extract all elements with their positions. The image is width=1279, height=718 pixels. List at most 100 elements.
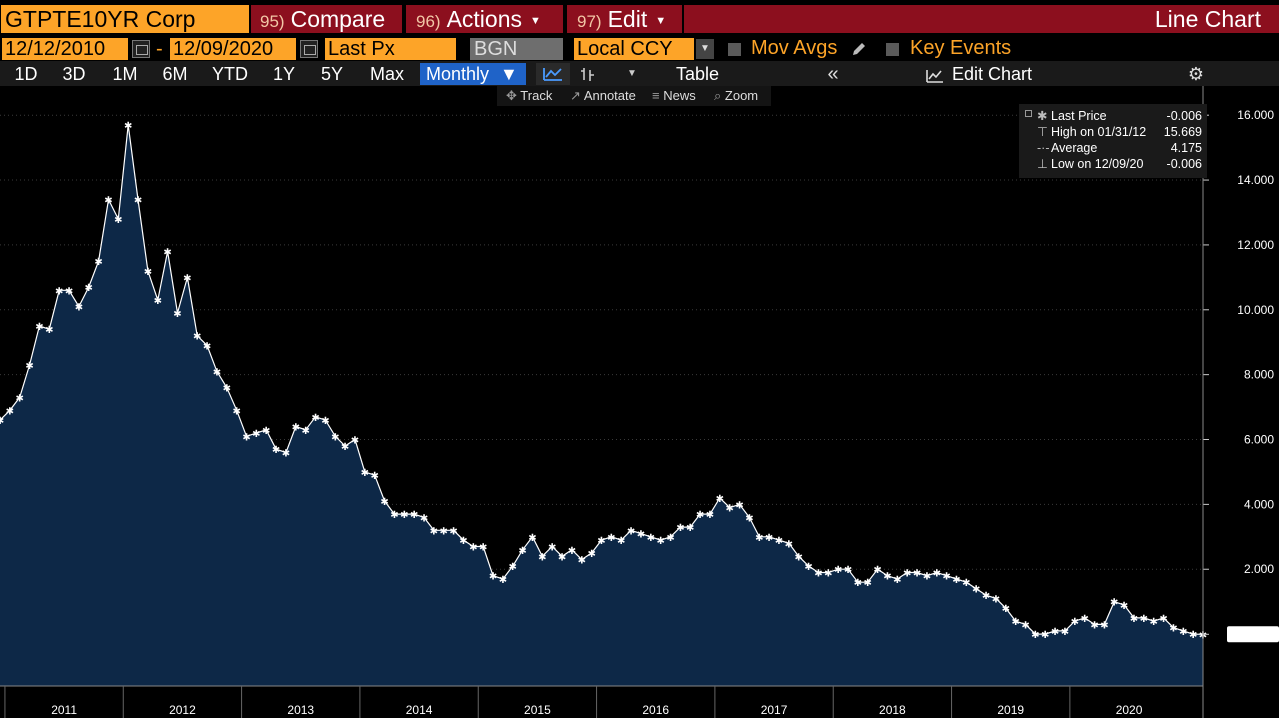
controls-bar: 12/12/2010 - 12/09/2020 Last Px BGN Loca…: [0, 36, 1279, 61]
frequency-caret-icon: ▼: [500, 64, 518, 84]
annotate-tool[interactable]: ↗ Annotate: [570, 86, 636, 106]
price-line: [0, 124, 1204, 635]
data-point-marker: ✱: [55, 286, 63, 297]
currency-select[interactable]: Local CCY: [574, 38, 694, 60]
data-point-marker: ✱: [272, 445, 280, 456]
legend-average-label: Average: [1051, 141, 1098, 155]
data-point-marker: ✱: [804, 562, 812, 573]
data-point-marker: ✱: [686, 523, 694, 534]
legend-low-value: -0.006: [1166, 157, 1202, 171]
key-events-label[interactable]: Key Events: [910, 37, 1012, 59]
legend-low: ⊥ Low on 12/09/20 -0.006: [1019, 156, 1207, 172]
data-point-marker: ✱: [1041, 630, 1049, 641]
data-point-marker: ✱: [459, 536, 467, 547]
legend-last-price-label: Last Price: [1051, 109, 1107, 123]
data-point-marker: ✱: [242, 432, 250, 443]
data-point-marker: ✱: [420, 513, 428, 524]
end-calendar-icon[interactable]: [300, 40, 318, 58]
chart-type-dropdown-icon[interactable]: ▼: [627, 68, 637, 79]
currency-dropdown-icon[interactable]: ▼: [696, 39, 714, 59]
key-events-checkbox[interactable]: [886, 43, 899, 56]
collapse-double-chevron-icon[interactable]: «: [827, 63, 839, 85]
actions-button[interactable]: 96) Actions ▼: [406, 5, 563, 33]
header-bar: GTPTE10YR Corp 95) Compare 96) Actions ▼ 97…: [0, 0, 1279, 36]
period-5y[interactable]: 5Y: [320, 64, 344, 84]
settings-gear-icon[interactable]: ⚙: [1187, 64, 1205, 84]
legend-collapse-icon[interactable]: [1025, 110, 1032, 117]
start-date-field[interactable]: 12/12/2010: [2, 38, 128, 60]
ticker-field[interactable]: GTPTE10YR Corp: [1, 5, 249, 33]
data-point-marker: ✱: [883, 572, 891, 583]
y-tick-label: 8.000: [1244, 368, 1274, 382]
chart-tools-bar: [497, 86, 771, 106]
edit-button[interactable]: 97) Edit ▼: [567, 5, 682, 33]
data-point-marker: ✱: [706, 510, 714, 521]
end-date-field[interactable]: 12/09/2020: [170, 38, 296, 60]
period-1d[interactable]: 1D: [14, 64, 38, 84]
data-point-marker: ✱: [1002, 604, 1010, 615]
data-point-marker: ✱: [873, 565, 881, 576]
track-label: Track: [520, 88, 553, 103]
legend-last-price: ✱ Last Price -0.006: [1019, 108, 1207, 124]
frequency-select[interactable]: Monthly ▼: [420, 63, 526, 85]
news-tool[interactable]: ≡ News: [652, 86, 696, 106]
toolbar: 1D 3D 1M 6M YTD 1Y 5Y Max Monthly ▼ ▼ Ta…: [0, 61, 1279, 86]
data-point-marker: ✱: [1169, 624, 1177, 635]
data-point-marker: ✱: [341, 442, 349, 453]
period-3d[interactable]: 3D: [62, 64, 86, 84]
actions-label: Actions: [446, 6, 523, 32]
data-point-marker: ✱: [321, 416, 329, 427]
period-1y[interactable]: 1Y: [272, 64, 296, 84]
edit-chart-icon: [926, 70, 943, 83]
zoom-label: Zoom: [724, 88, 759, 103]
data-point-marker: ✱: [962, 578, 970, 589]
zoom-tool[interactable]: ⌕ Zoom: [714, 86, 758, 106]
track-tool[interactable]: ✥ Track: [506, 86, 552, 106]
data-point-marker: ✱: [173, 309, 181, 320]
period-6m[interactable]: 6M: [162, 64, 188, 84]
line-chart-type-icon[interactable]: [536, 63, 570, 85]
data-point-marker: ✱: [6, 406, 14, 417]
pencil-icon[interactable]: [851, 41, 867, 57]
data-point-marker: ✱: [35, 322, 43, 333]
data-point-marker: ✱: [587, 549, 595, 560]
price-field-select[interactable]: Last Px: [325, 38, 456, 60]
data-point-marker: ✱: [637, 530, 645, 541]
data-point-marker: ✱: [834, 565, 842, 576]
data-point-marker: ✱: [617, 536, 625, 547]
data-point-marker: ✱: [203, 341, 211, 352]
data-point-marker: ✱: [725, 504, 733, 515]
data-point-marker: ✱: [262, 426, 270, 437]
period-max[interactable]: Max: [369, 64, 404, 84]
data-point-marker: ✱: [656, 536, 664, 547]
data-point-marker: ✱: [104, 196, 112, 207]
data-point-marker: ✱: [785, 539, 793, 550]
data-point-marker: ✱: [696, 510, 704, 521]
data-point-marker: ✱: [1071, 617, 1079, 628]
data-point-marker: ✱: [854, 578, 862, 589]
edit-chart-label: Edit Chart: [952, 64, 1033, 84]
period-ytd[interactable]: YTD: [212, 64, 248, 84]
table-button[interactable]: Table: [676, 64, 720, 84]
data-point-marker: ✱: [775, 536, 783, 547]
edit-caret-icon: ▼: [655, 15, 667, 27]
mov-avgs-label[interactable]: Mov Avgs: [751, 37, 838, 59]
mov-avgs-checkbox[interactable]: [728, 43, 741, 56]
data-point-marker: ✱: [795, 552, 803, 563]
data-point-marker: ✱: [134, 196, 142, 207]
data-point-marker: ✱: [440, 526, 448, 537]
data-point-marker: ✱: [1021, 620, 1029, 631]
start-calendar-icon[interactable]: [132, 40, 150, 58]
compare-button[interactable]: 95) Compare: [251, 5, 402, 33]
data-point-marker: ✱: [479, 543, 487, 554]
data-point-marker: ✱: [163, 247, 171, 258]
source-field[interactable]: BGN: [470, 38, 563, 60]
data-point-marker: ✱: [1150, 617, 1158, 628]
data-point-marker: ✱: [292, 423, 300, 434]
compare-number: 95): [260, 12, 285, 31]
chart-area[interactable]: ✥ Track ↗ Annotate ≡ News ⌕ Zoom ✱ ✱ ✱ ✱ ✱ ✱ ✱…: [0, 86, 1279, 718]
bar-chart-type-icon[interactable]: [575, 63, 601, 85]
period-1m[interactable]: 1M: [112, 64, 138, 84]
data-point-marker: ✱: [1120, 601, 1128, 612]
y-tick-label: 6.000: [1244, 433, 1274, 447]
